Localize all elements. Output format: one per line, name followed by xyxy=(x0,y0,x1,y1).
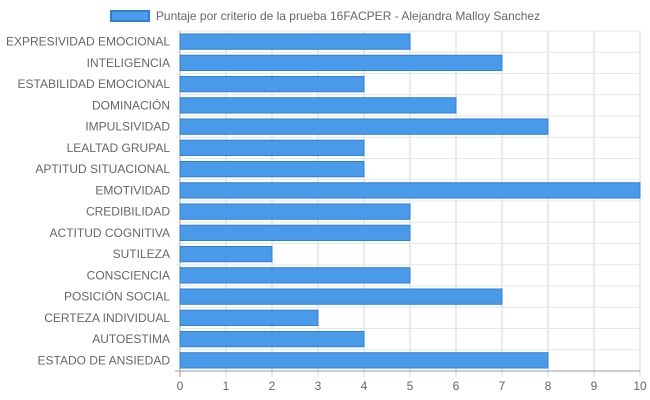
y-tick-label: CONSCIENCIA xyxy=(87,268,170,282)
bar xyxy=(179,75,365,93)
y-tick-label: APTITUD SITUACIONAL xyxy=(35,162,170,176)
bar xyxy=(179,118,549,135)
y-tick-label: ESTABILIDAD EMOCIONAL xyxy=(18,77,171,91)
x-tick-label: 0 xyxy=(177,379,184,393)
y-tick-label: DOMINACIÓN xyxy=(92,97,170,112)
y-tick-label: POSICIÓN SOCIAL xyxy=(64,289,170,304)
x-tick-label: 1 xyxy=(223,379,230,393)
x-tick-label: 5 xyxy=(407,379,414,393)
legend-swatch xyxy=(109,10,150,22)
bar xyxy=(179,245,273,263)
y-tick-label: INTELIGENCIA xyxy=(87,56,170,70)
y-tick-label: ESTADO DE ANSIEDAD xyxy=(38,353,171,367)
x-tick-label: 6 xyxy=(453,379,460,393)
x-tick-label: 2 xyxy=(269,379,276,393)
bar xyxy=(179,224,411,242)
bar xyxy=(179,160,365,178)
y-tick-label: ACTITUD COGNITIVA xyxy=(50,226,170,240)
y-tick-label: AUTOESTIMA xyxy=(92,332,170,346)
y-tick-label: CREDIBILIDAD xyxy=(86,205,170,219)
chart-legend[interactable]: Puntaje por criterio de la prueba 16FACP… xyxy=(0,6,650,26)
y-tick-label: EMOTIVIDAD xyxy=(95,183,170,197)
bar xyxy=(179,203,411,220)
legend-label: Puntaje por criterio de la prueba 16FACP… xyxy=(155,9,541,23)
bar xyxy=(179,97,457,114)
bar xyxy=(179,54,503,72)
y-tick-label: SUTILEZA xyxy=(113,247,170,261)
bar xyxy=(179,267,411,284)
y-tick-label: CERTEZA INDIVIDUAL xyxy=(44,311,170,325)
y-tick-label: EXPRESIVIDAD EMOCIONAL xyxy=(6,35,170,49)
x-tick-label: 3 xyxy=(315,379,322,393)
bar xyxy=(179,288,503,305)
bar xyxy=(179,182,641,199)
bar xyxy=(179,330,365,348)
bar xyxy=(179,139,365,157)
y-tick-label: LEALTAD GRUPAL xyxy=(67,141,171,155)
y-tick-label: IMPULSIVIDAD xyxy=(85,120,170,134)
bar xyxy=(179,309,319,327)
x-tick-label: 7 xyxy=(499,379,506,393)
x-tick-label: 10 xyxy=(633,379,647,393)
x-tick-label: 8 xyxy=(545,379,552,393)
bar xyxy=(179,352,549,369)
bar xyxy=(179,33,411,50)
x-tick-label: 4 xyxy=(361,379,368,393)
x-tick-label: 9 xyxy=(591,379,598,393)
